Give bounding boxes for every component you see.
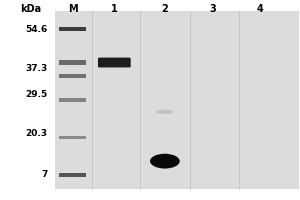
Text: 4: 4 — [256, 4, 263, 14]
Text: 54.6: 54.6 — [25, 24, 47, 33]
Text: 7: 7 — [41, 170, 47, 179]
Bar — [59, 173, 86, 177]
Text: 1: 1 — [111, 4, 118, 14]
Bar — [59, 98, 86, 102]
FancyBboxPatch shape — [98, 58, 131, 67]
Text: 29.5: 29.5 — [25, 90, 47, 99]
Ellipse shape — [150, 154, 180, 169]
Bar — [59, 74, 86, 78]
Text: M: M — [68, 4, 77, 14]
Text: 37.3: 37.3 — [25, 64, 47, 73]
Text: 3: 3 — [209, 4, 216, 14]
Bar — [55, 11, 298, 189]
Text: 2: 2 — [161, 4, 168, 14]
Text: 20.3: 20.3 — [26, 129, 47, 138]
Bar — [59, 60, 86, 65]
Bar — [59, 136, 86, 139]
Text: kDa: kDa — [20, 4, 42, 14]
Ellipse shape — [156, 110, 174, 114]
Bar — [59, 27, 86, 31]
